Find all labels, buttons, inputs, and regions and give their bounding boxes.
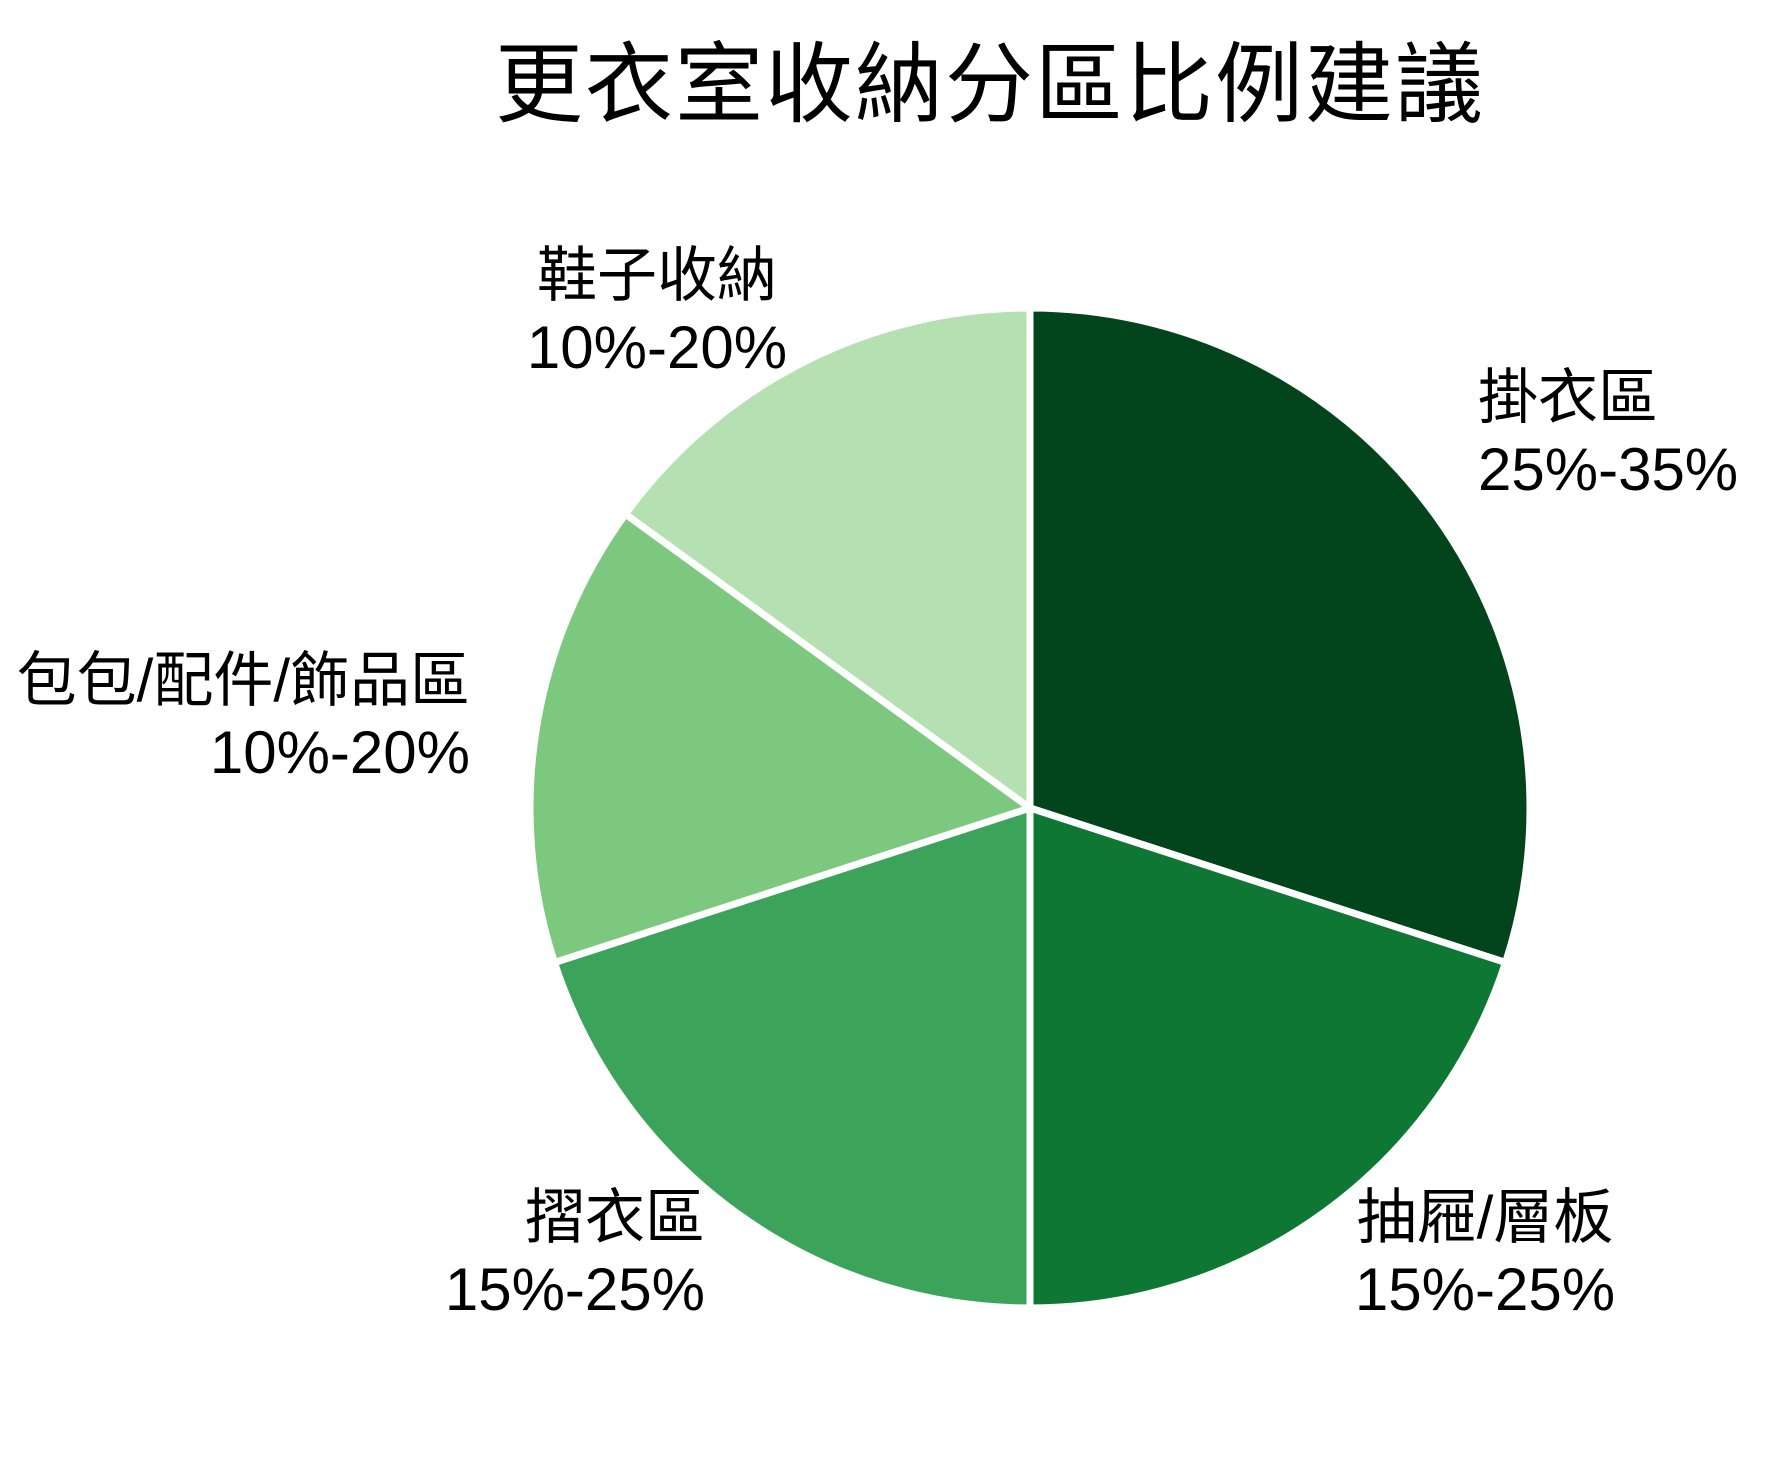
pie-slice-0 <box>1026 304 1534 967</box>
pie-slice-3 <box>526 510 1034 967</box>
slice-label-drawer-shelf: 抽屜/層板 15%-25% <box>1355 1182 1615 1326</box>
slice-label-shoes-storage: 鞋子收納 10%-20% <box>527 240 787 384</box>
slice-label-hanging-area: 掛衣區 25%-35% <box>1478 362 1738 506</box>
slice-name: 鞋子收納 <box>537 242 777 309</box>
slice-label-bags-accessories: 包包/配件/飾品區 10%-20% <box>17 645 470 789</box>
slice-range: 10%-20% <box>526 314 788 381</box>
slice-range: 10%-20% <box>209 719 470 786</box>
slice-label-folded-clothes: 摺衣區 15%-25% <box>445 1182 705 1326</box>
pie-slice-2 <box>550 804 1034 1312</box>
slice-name: 抽屜/層板 <box>1356 1184 1614 1251</box>
slice-range: 15%-25% <box>444 1256 705 1323</box>
slice-name: 摺衣區 <box>525 1184 705 1251</box>
slice-range: 15%-25% <box>1354 1256 1616 1323</box>
slice-range: 25%-35% <box>1478 436 1739 503</box>
slice-name: 掛衣區 <box>1478 364 1658 431</box>
slice-name: 包包/配件/飾品區 <box>16 647 470 714</box>
pie-slice-1 <box>1026 804 1510 1312</box>
chart-title: 更衣室收納分區比例建議 <box>494 35 1486 134</box>
pie-slice-4 <box>621 304 1034 812</box>
